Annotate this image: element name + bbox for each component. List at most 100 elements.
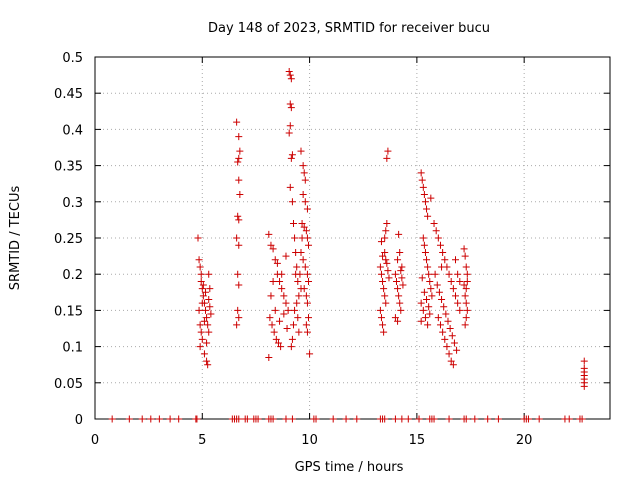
data-point xyxy=(462,314,470,322)
data-point xyxy=(524,415,532,423)
data-point xyxy=(395,230,403,238)
data-point xyxy=(207,310,215,318)
data-point xyxy=(267,241,275,249)
data-point xyxy=(280,292,288,300)
data-point xyxy=(461,321,469,329)
data-point xyxy=(303,299,311,307)
data-point xyxy=(305,241,313,249)
data-point xyxy=(202,288,210,296)
data-point xyxy=(199,281,207,289)
data-point xyxy=(297,248,305,256)
data-point xyxy=(578,415,586,423)
data-point xyxy=(269,245,277,253)
y-tick-label: 0.45 xyxy=(54,87,83,102)
data-point xyxy=(206,285,214,293)
data-point xyxy=(284,306,292,314)
data-point xyxy=(420,288,428,296)
data-point xyxy=(391,270,399,278)
data-point xyxy=(125,415,133,423)
data-point xyxy=(424,263,432,271)
data-point xyxy=(235,216,243,224)
data-point xyxy=(440,303,448,311)
data-point xyxy=(296,270,304,278)
y-tick-label: 0.5 xyxy=(62,51,83,66)
data-point xyxy=(235,241,243,249)
y-tick-label: 0.15 xyxy=(54,304,83,319)
data-point xyxy=(385,274,393,282)
data-point xyxy=(424,321,432,329)
data-point xyxy=(254,415,262,423)
data-point xyxy=(301,198,309,206)
data-points xyxy=(108,67,588,423)
data-point xyxy=(265,230,273,238)
data-point xyxy=(287,75,295,83)
data-point xyxy=(294,314,302,322)
data-point xyxy=(423,296,431,304)
data-point xyxy=(276,277,284,285)
data-point xyxy=(399,281,407,289)
data-point xyxy=(282,415,290,423)
data-point xyxy=(234,212,242,220)
data-point xyxy=(421,248,429,256)
data-point xyxy=(234,158,242,166)
data-point xyxy=(462,415,470,423)
data-point xyxy=(380,285,388,293)
data-point xyxy=(302,292,310,300)
data-point xyxy=(418,274,426,282)
x-tick-label: 10 xyxy=(301,433,318,448)
data-point xyxy=(417,317,425,325)
data-point xyxy=(383,259,391,267)
data-point xyxy=(462,285,470,293)
data-point xyxy=(441,335,449,343)
data-point xyxy=(463,270,471,278)
data-point xyxy=(580,357,588,365)
data-point xyxy=(396,248,404,256)
data-point xyxy=(460,245,468,253)
data-point xyxy=(398,263,406,271)
chart-title: Day 148 of 2023, SRMTID for receiver buc… xyxy=(208,21,490,36)
data-point xyxy=(283,325,291,332)
data-point xyxy=(379,321,387,329)
data-point xyxy=(471,415,479,423)
y-tick-label: 0.2 xyxy=(62,268,83,283)
data-point xyxy=(434,234,442,242)
data-point xyxy=(417,169,425,177)
data-point xyxy=(426,310,434,318)
data-point xyxy=(377,314,385,322)
data-point xyxy=(423,256,431,264)
data-point xyxy=(203,314,211,322)
data-point xyxy=(484,415,492,423)
data-point xyxy=(454,270,462,278)
data-point xyxy=(269,415,277,423)
data-point xyxy=(286,100,294,108)
data-point xyxy=(235,176,243,184)
data-point xyxy=(298,234,306,242)
data-point xyxy=(442,310,450,318)
data-point xyxy=(197,277,205,285)
data-point xyxy=(430,220,438,228)
data-point xyxy=(265,353,273,361)
data-point xyxy=(449,361,457,369)
data-point xyxy=(452,292,459,300)
data-point xyxy=(108,415,116,423)
data-point xyxy=(266,314,274,322)
data-point xyxy=(155,415,163,423)
data-point xyxy=(454,299,462,307)
data-point xyxy=(204,361,212,369)
data-point xyxy=(415,415,423,423)
data-point xyxy=(377,270,385,278)
data-point xyxy=(300,169,308,177)
data-point xyxy=(383,154,391,162)
data-point xyxy=(329,415,337,423)
data-point xyxy=(303,205,311,213)
data-point xyxy=(417,299,425,307)
data-point xyxy=(438,263,446,271)
x-tick-label: 0 xyxy=(91,433,99,448)
data-point xyxy=(235,154,243,162)
data-point xyxy=(439,328,447,336)
data-point xyxy=(443,343,451,351)
data-point xyxy=(342,415,350,423)
data-point xyxy=(426,277,434,285)
data-point xyxy=(439,248,447,256)
